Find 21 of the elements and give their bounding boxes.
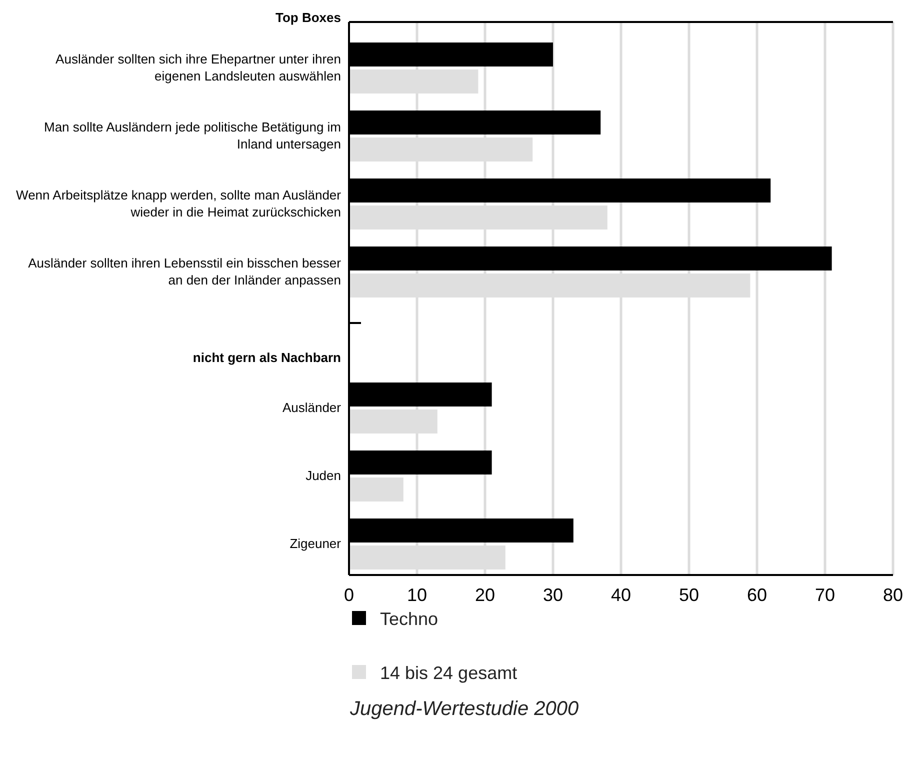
y-tick-label: Top Boxes bbox=[276, 10, 341, 25]
y-tick-label: Ausländer sollten ihren Lebensstil ein bisschen besser an den der Inländer anpassen bbox=[28, 256, 342, 288]
text: Jugend-Wertestudie 2000 bbox=[349, 698, 579, 720]
y-tick-label: Juden bbox=[306, 468, 341, 483]
x-tick-label: 70 bbox=[814, 585, 836, 605]
legend-label: Techno bbox=[380, 609, 438, 629]
x-tick-label: 80 bbox=[882, 585, 904, 605]
y-tick-label: Wenn Arbeitsplätze knapp werden, sollte man Ausländer wieder in die Heimat zurückschicken bbox=[16, 188, 342, 220]
x-tick-label: 30 bbox=[542, 585, 564, 605]
legend-label: 14 bis 24 gesamt bbox=[380, 663, 518, 683]
x-tick-label: 10 bbox=[406, 585, 428, 605]
y-tick-label: Ausländer sollten sich ihre Ehepartner unter ihren eigenen Landsleuten auswählen bbox=[56, 52, 341, 84]
x-tick-label: 20 bbox=[474, 585, 496, 605]
y-tick-label: Zigeuner bbox=[290, 536, 342, 551]
y-tick-label: nicht gern als Nachbarn bbox=[192, 350, 342, 365]
y-tick-label: Man sollte Ausländern jede politische Betätigung im Inland untersagen bbox=[44, 120, 341, 152]
y-tick-label: Ausländer bbox=[282, 400, 342, 415]
x-tick-label: 60 bbox=[746, 585, 768, 605]
x-tick-label: 0 bbox=[344, 585, 354, 605]
x-tick-label: 40 bbox=[610, 585, 632, 605]
x-tick-label: 50 bbox=[678, 585, 700, 605]
